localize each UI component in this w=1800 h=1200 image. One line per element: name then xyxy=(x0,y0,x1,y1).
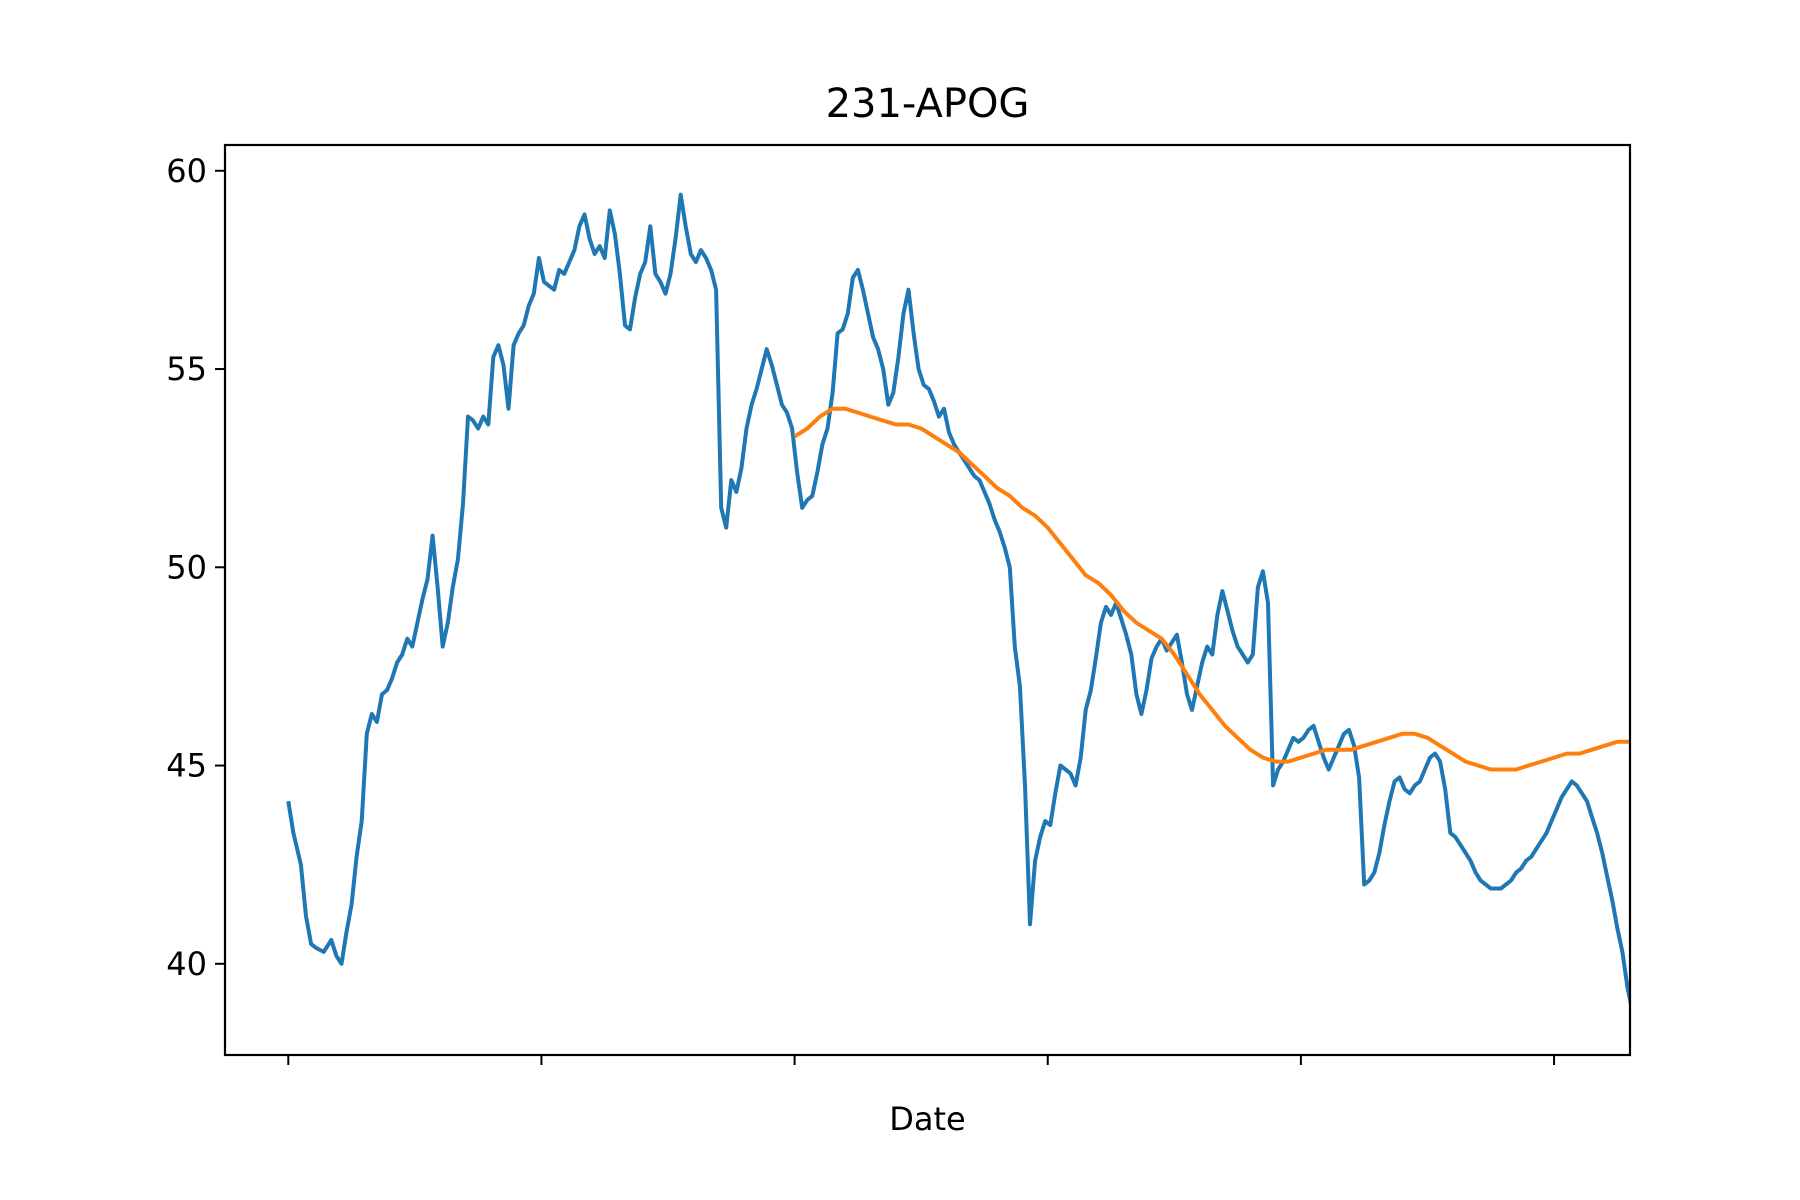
y-tick-label: 50 xyxy=(166,548,207,586)
y-tick-label: 45 xyxy=(166,747,207,785)
y-tick-label: 60 xyxy=(166,152,207,190)
chart-title: 231-APOG xyxy=(826,81,1030,127)
plot-area: 40 45 50 55 60 xyxy=(166,143,1632,1065)
x-axis-label: Date xyxy=(889,1100,965,1138)
y-tick-label: 55 xyxy=(166,350,207,388)
series-line-1 xyxy=(286,192,1630,1010)
plot-frame xyxy=(223,143,1632,1057)
series-group xyxy=(286,192,1630,1010)
y-tick-label: 40 xyxy=(166,945,207,983)
series-line-2 xyxy=(793,406,1630,772)
